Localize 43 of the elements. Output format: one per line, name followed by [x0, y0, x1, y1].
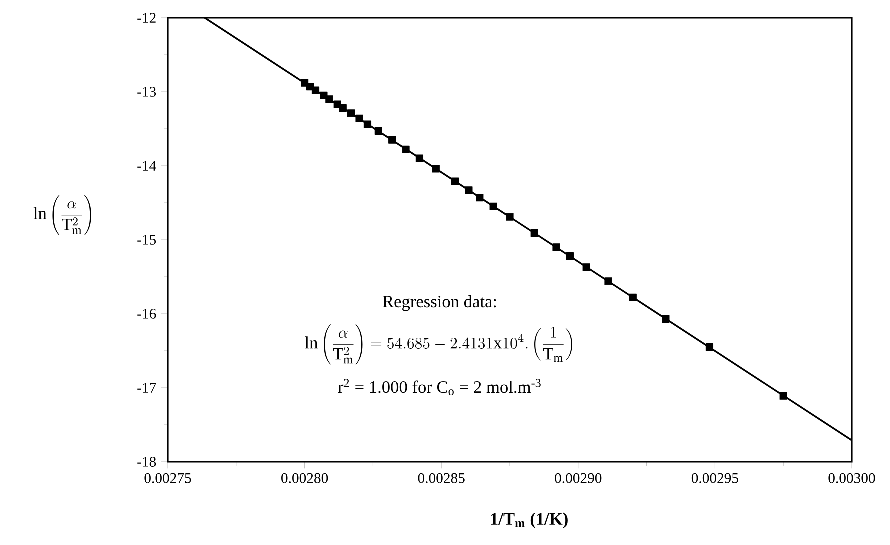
point	[530, 230, 538, 238]
y-axis-title: $\ln\left(\frac{\alpha}{\mathrm{T}_{\mathrm{m}}^{2}}\right)$	[34, 195, 92, 236]
point	[780, 392, 788, 400]
x-tick-label: 0.00290	[555, 473, 602, 484]
point	[356, 114, 364, 122]
annotation: Regression data:	[382, 295, 496, 312]
annotation: r$^{2}$ = 1.000 for C$_{o}$ = 2 mol.m$^{-3}$	[338, 379, 541, 396]
point	[566, 252, 574, 260]
point	[432, 165, 440, 173]
x-axis-title: 1/T$_{m}$ (1/K)	[491, 512, 568, 528]
point	[312, 86, 320, 94]
point	[662, 315, 670, 323]
point	[416, 154, 424, 162]
y-tick-label: -18	[138, 457, 156, 467]
point	[490, 202, 498, 210]
x-tick-label: 0.00275	[144, 473, 192, 484]
point	[506, 213, 514, 221]
y-tick-label: -14	[138, 161, 156, 171]
point	[465, 186, 473, 194]
point	[388, 136, 396, 144]
point	[604, 278, 612, 286]
point	[451, 178, 460, 186]
annotation: $\ln\left(\frac{\alpha}{\mathrm{T}_{\mathrm{m}}^{2}}\right) = 54.685 - 2.4131\mathrm{x}10^{4}.\left(\frac{1}{\mathrm{T}_{\mathrm{m}}}\right)$	[305, 324, 572, 365]
y-tick-label: -13	[138, 87, 156, 97]
x-tick-label: 0.00295	[692, 473, 738, 484]
y-tick-label: -17	[138, 383, 156, 393]
y-tick-label: -16	[138, 309, 156, 319]
point	[326, 96, 334, 104]
point	[706, 343, 714, 352]
point	[364, 120, 372, 128]
point	[339, 104, 347, 112]
point	[582, 264, 590, 272]
y-tick-label: -15	[138, 235, 156, 245]
point	[552, 244, 560, 252]
point	[374, 127, 382, 136]
x-tick-label: 0.00300	[828, 473, 876, 484]
point	[348, 110, 356, 118]
x-tick-label: 0.00285	[418, 473, 465, 484]
point	[402, 146, 410, 154]
point	[629, 294, 637, 302]
x-tick-label: 0.00280	[282, 473, 328, 484]
y-tick-label: -12	[138, 13, 156, 23]
point	[476, 194, 484, 202]
